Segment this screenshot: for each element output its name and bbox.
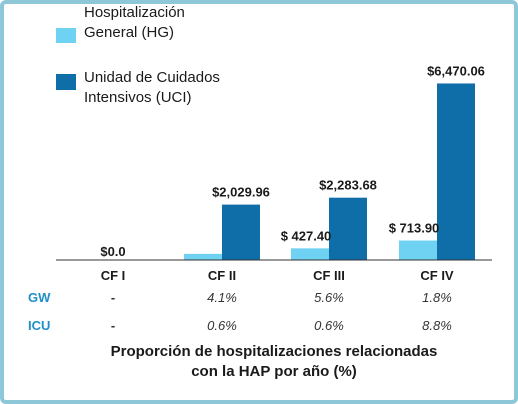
table-cell-icu-cf2: 0.6% [207,318,237,333]
bars-group: $0.0 $2,029.96 $ 427.40 $2,283.68 $ 713.90 $6… [100,63,485,260]
bar-uci-2 [222,204,260,260]
value-label-1: $0.0 [100,244,125,259]
category-label-cf2: CF II [208,268,236,283]
row-label-icu: ICU [28,318,50,333]
legend-label-uci-line1: Unidad de Cuidados [84,69,220,86]
value-label-3: $ 427.40 [281,228,332,243]
table-cell-gw-cf1: - [111,290,115,305]
value-label-5: $ 713.90 [389,221,440,236]
bar-hg-2 [184,253,222,260]
table-cell-gw-cf4: 1.8% [422,290,452,305]
value-label-6: $6,470.06 [427,63,485,78]
category-label-cf3: CF III [313,268,345,283]
legend-label-hg-line1: Hospitalización [84,4,185,21]
bar-uci-4 [437,83,475,260]
x-axis-title-line1: Proporción de hospitalizaciones relacion… [111,343,438,360]
legend-label-uci-line2: Intensivos (UCI) [84,89,192,106]
table-cell-icu-cf1: - [111,318,115,333]
table-cell-icu-cf4: 8.8% [422,318,452,333]
legend-label-hg-line2: General (HG) [84,24,174,41]
chart-svg: Hospitalización General (HG) Unidad de C… [28,4,492,380]
table-cell-icu-cf3: 0.6% [314,318,344,333]
category-labels: CF I CF II CF III CF IV [101,268,454,283]
bar-uci-3 [329,197,367,260]
value-label-4: $2,283.68 [319,178,377,193]
bar-hg-3 [291,248,329,260]
data-table: GW - 4.1% 5.6% 1.8% ICU - 0.6% 0.6% 8.8% [28,290,452,333]
value-label-2: $2,029.96 [212,185,270,200]
bar-hg-4 [399,240,437,260]
category-label-cf1: CF I [101,268,126,283]
x-axis-title-line2: con la HAP por año (%) [191,363,357,380]
legend-swatch-hg [56,28,76,43]
table-cell-gw-cf2: 4.1% [207,290,237,305]
row-label-gw: GW [28,290,51,305]
table-cell-gw-cf3: 5.6% [314,290,344,305]
legend-swatch-uci [56,74,76,90]
category-label-cf4: CF IV [420,268,454,283]
legend: Hospitalización General (HG) Unidad de C… [56,4,220,106]
